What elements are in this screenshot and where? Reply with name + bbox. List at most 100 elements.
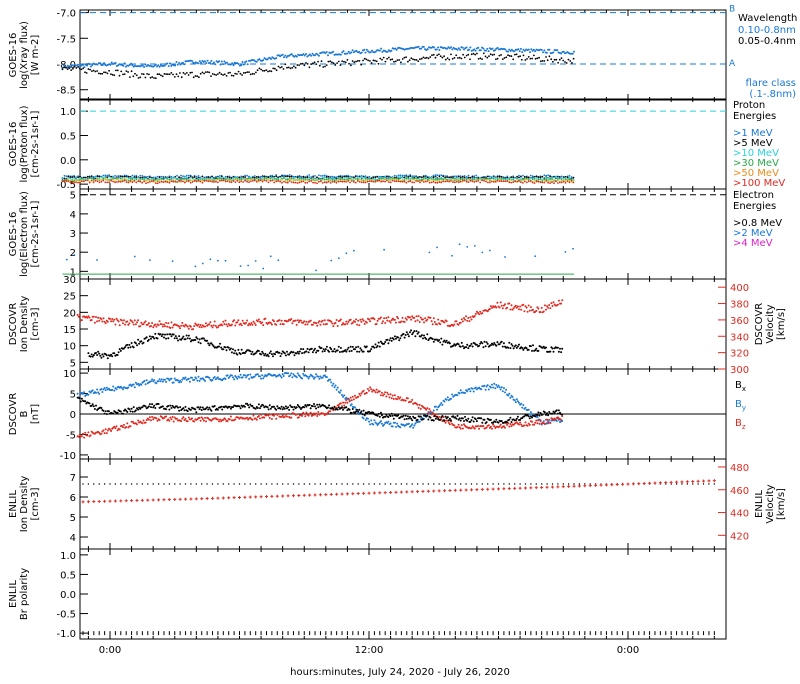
xray-long-point (218, 60, 220, 62)
proton-point (363, 177, 365, 179)
by-point (144, 380, 146, 382)
dscovr-velocity-point (382, 320, 384, 322)
y-axis-label: Ion Density (19, 296, 30, 353)
bz-point (204, 417, 206, 419)
dscovr-density-point (545, 347, 547, 349)
xray-short-point (474, 54, 476, 56)
proton-point (528, 176, 530, 178)
xray-short-point (302, 63, 304, 65)
proton-point (456, 179, 458, 181)
bz-point (130, 425, 132, 427)
dscovr-velocity-point (548, 304, 550, 306)
bx-point (414, 417, 416, 419)
proton-point (404, 181, 406, 183)
panel-frame-4 (80, 279, 726, 369)
electron-point (315, 270, 317, 272)
dscovr-velocity-point (187, 326, 189, 328)
proton-point (268, 176, 270, 178)
proton-point (101, 176, 103, 178)
xray-long-point (124, 62, 126, 64)
proton-point (132, 181, 134, 183)
proton-point (227, 179, 229, 181)
bx-point (165, 408, 167, 410)
xray-long-point (220, 64, 222, 66)
bx-point (122, 413, 124, 415)
proton-point (549, 176, 551, 178)
bx-point (411, 419, 413, 421)
dscovr-velocity-point (558, 300, 560, 302)
y-axis-label: log(Proton flux) (19, 105, 30, 182)
proton-point (97, 178, 99, 180)
xray-long-point (200, 62, 202, 64)
bx-point (153, 405, 155, 407)
by-point (480, 388, 482, 390)
proton-point (281, 182, 283, 184)
bx-point (267, 406, 269, 408)
xray-short-point (177, 76, 179, 78)
proton-point (155, 180, 157, 182)
proton-point (238, 178, 240, 180)
proton-point (213, 181, 215, 183)
xray-short-point (388, 57, 390, 59)
proton-point (427, 180, 429, 182)
xray-long-point (122, 65, 124, 67)
xray-short-point (341, 60, 343, 62)
bx-point (293, 409, 295, 411)
xray-long-point (572, 53, 574, 55)
xray-long-point (233, 64, 235, 66)
dscovr-velocity-point (433, 317, 435, 319)
by-point (233, 378, 235, 380)
dscovr-velocity-point (271, 324, 273, 326)
xray-short-point (291, 67, 293, 69)
proton-point (369, 178, 371, 180)
proton-point (102, 180, 104, 182)
by-point (381, 423, 383, 425)
xray-short-point (169, 73, 171, 75)
dscovr-density-point (444, 340, 446, 342)
xray-short-point (265, 69, 267, 71)
panel-frame-1 (80, 10, 726, 100)
proton-point (186, 180, 188, 182)
dscovr-velocity-point (481, 312, 483, 314)
bz-point (137, 420, 139, 422)
xray-short-point (464, 57, 466, 59)
dscovr-density-point (233, 352, 235, 354)
xray-short-point (435, 57, 437, 59)
bz-point (258, 415, 260, 417)
bz-point (376, 389, 378, 391)
dscovr-density-point (409, 331, 411, 333)
proton-point (472, 176, 474, 178)
bx-point (106, 413, 108, 415)
dscovr-density-point (232, 348, 234, 350)
by-point (408, 423, 410, 425)
y2-axis-label: Velocity (765, 304, 776, 343)
proton-point (435, 174, 437, 176)
proton-point (520, 177, 522, 179)
bz-point (367, 388, 369, 390)
proton-point (491, 181, 493, 183)
dscovr-density-point (294, 354, 296, 356)
electron-point (565, 251, 567, 253)
dscovr-velocity-point (136, 321, 138, 323)
xray-long-point (155, 64, 157, 66)
xray-short-point (421, 58, 423, 60)
by-point (502, 390, 504, 392)
bx-point (208, 407, 210, 409)
flare-letter-a: A (729, 59, 736, 69)
dscovr-velocity-point (413, 317, 415, 319)
dscovr-velocity-point (363, 320, 365, 322)
xray-long-point (469, 46, 471, 48)
bx-point (150, 406, 152, 408)
xray-short-point (545, 56, 547, 58)
xray-long-point (552, 51, 554, 53)
xray-long-point (326, 51, 328, 53)
bx-point (93, 405, 95, 407)
proton-point (462, 180, 464, 182)
by-point (260, 378, 262, 380)
xray-short-point (397, 59, 399, 61)
dscovr-density-point (377, 345, 379, 347)
bz-point (273, 415, 275, 417)
proton-point (135, 178, 137, 180)
bx-point (221, 409, 223, 411)
proton-point (124, 176, 126, 178)
